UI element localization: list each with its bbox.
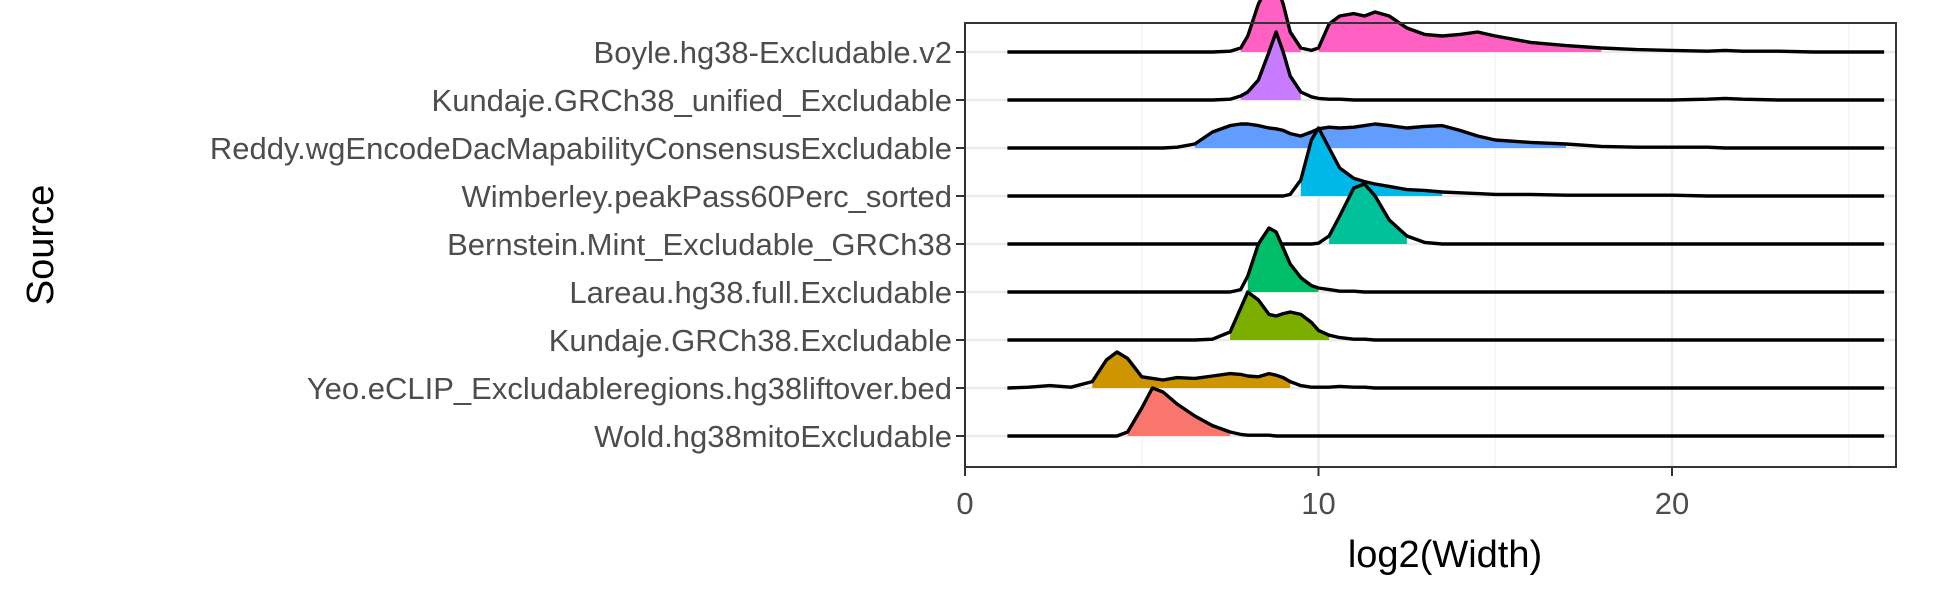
- x-tick-label: 10: [1301, 486, 1335, 521]
- y-tick-label: Kundaje.GRCh38.Excludable: [549, 323, 952, 358]
- ridge-line: [1007, 30, 1885, 102]
- y-tick-label: Boyle.hg38-Excludable.v2: [594, 35, 952, 70]
- ridge-fill: [1092, 352, 1291, 388]
- ridge-group: [1007, 122, 1885, 150]
- ridge-fill: [1240, 32, 1301, 100]
- ridge-fill: [1194, 124, 1566, 148]
- ridge-group: [1007, 126, 1885, 198]
- y-tick-label: Lareau.hg38.full.Excludable: [569, 275, 952, 310]
- y-tick-label: Bernstein.Mint_Excludable_GRCh38: [447, 227, 952, 262]
- ridge-group: [1007, 30, 1885, 102]
- ridge-line: [1007, 290, 1885, 342]
- x-tick-label: 0: [956, 486, 973, 521]
- ridge-line: [1007, 0, 1885, 54]
- ridge-line: [1007, 226, 1885, 294]
- ridge-fill: [1127, 388, 1231, 436]
- ridge-fill: [1300, 128, 1443, 196]
- ridge-fill: [1247, 228, 1319, 292]
- ridge-group: [1007, 182, 1885, 246]
- ridge-line: [1007, 350, 1885, 390]
- y-tick-label: Wimberley.peakPass60Perc_sorted: [462, 179, 952, 214]
- ridge-group: [1007, 350, 1885, 390]
- ridge-group: [1007, 386, 1885, 438]
- x-axis-title: log2(Width): [1348, 534, 1542, 576]
- ridge-group: [1007, 226, 1885, 294]
- y-tick-label: Reddy.wgEncodeDacMapabilityConsensusExcl…: [210, 131, 952, 166]
- x-tick-label: 20: [1655, 486, 1689, 521]
- y-tick-label: Yeo.eCLIP_Excludableregions.hg38liftover…: [307, 371, 952, 406]
- ridges-layer: [1007, 0, 1885, 438]
- y-tick-label: Wold.hg38mitoExcludable: [594, 419, 952, 454]
- y-tick-label: Kundaje.GRCh38_unified_Excludable: [432, 83, 952, 118]
- ridge-line: [1007, 126, 1885, 198]
- ridge-group: [1007, 290, 1885, 342]
- axes-layer: 0 10 20 Wold.hg38mitoExcludable Yeo.eCLIP_Ex…: [210, 35, 1689, 521]
- ridge-line: [1007, 182, 1885, 246]
- y-axis-title: Source: [20, 185, 62, 305]
- ridge-line: [1007, 386, 1885, 438]
- ridge-group: [1007, 0, 1885, 54]
